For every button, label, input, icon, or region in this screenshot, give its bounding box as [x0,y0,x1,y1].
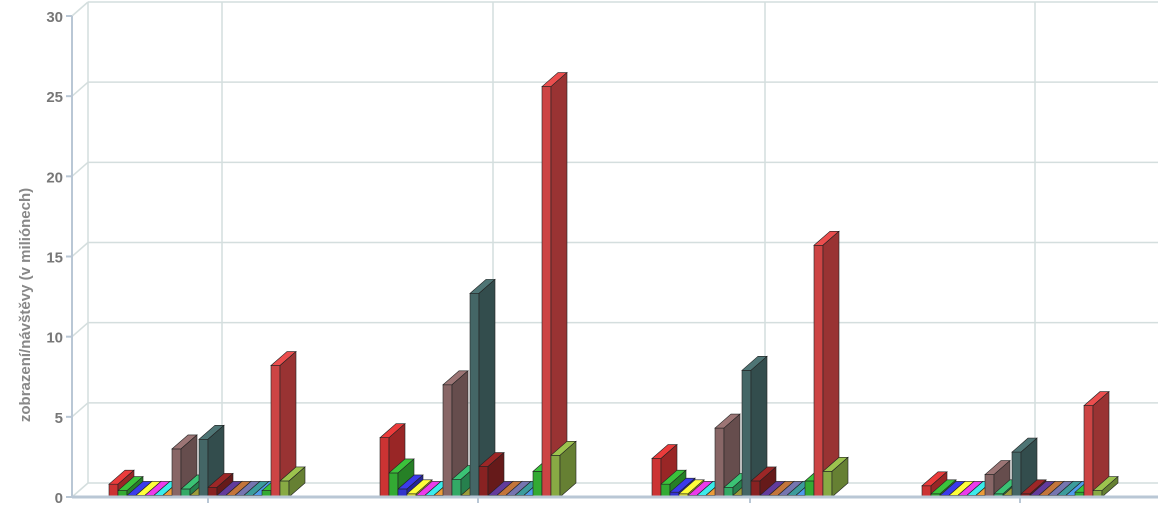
axes: 0 5 10 15 20 25 30 [46,9,1158,506]
bar [813,230,840,498]
bar-front [750,480,761,498]
bar-front [532,471,543,498]
y-tick-label: 5 [55,410,63,427]
bar [1083,390,1110,498]
y-tick-label: 10 [46,330,63,347]
grid-line-side [71,322,89,338]
bar-front [388,472,399,498]
bar [270,350,297,498]
y-axis-title: zobrazení/návštěvy (v miliónech) [17,188,34,422]
bar-side [550,71,568,498]
bar-front [714,427,725,498]
bar [750,466,777,498]
bar-front [451,479,462,498]
grid [71,1,1158,498]
grid-line-side [71,482,89,498]
bar [984,459,1011,498]
bar [207,472,234,498]
bar [279,466,306,498]
bar-side [288,466,306,498]
bar-front [279,480,290,498]
bar-side [1101,475,1119,498]
bar-front [651,458,662,498]
y-tick-label: 20 [46,169,63,186]
bar-side [822,230,840,498]
bar-front [108,483,119,498]
grid-line-side [71,1,89,17]
bar-front [442,384,453,498]
bar-front [660,483,671,498]
grid-line-side [71,81,89,97]
bar [822,456,849,498]
bar-front [469,293,480,498]
bar-front [813,244,824,498]
bar-front [984,474,995,498]
bar-front [741,370,752,498]
y-tick-label: 15 [46,250,63,267]
bar-front [921,485,932,498]
y-tick-label: 30 [46,9,63,26]
bar [1092,475,1119,498]
bar-front [822,471,833,498]
bar [541,71,568,498]
bar-front [198,438,209,498]
bar-front [478,466,489,498]
bar-side [831,456,849,498]
bar-front [1083,405,1094,498]
bar-front [1011,451,1022,498]
bar-front [550,455,561,498]
grid-line-side [71,241,89,258]
bar-front [379,437,390,498]
grid-line-side [71,161,89,177]
y-tick-label: 0 [55,490,63,506]
bar-front [171,448,182,498]
bars [108,71,1119,498]
bar-side [559,440,577,498]
grid-line-side [71,402,89,418]
bar [550,440,577,498]
bar [1011,437,1038,498]
y-tick-label: 25 [46,89,63,106]
bar-front [541,86,552,498]
bar-front [804,480,815,498]
bar-front [270,365,281,498]
bar [741,355,768,498]
